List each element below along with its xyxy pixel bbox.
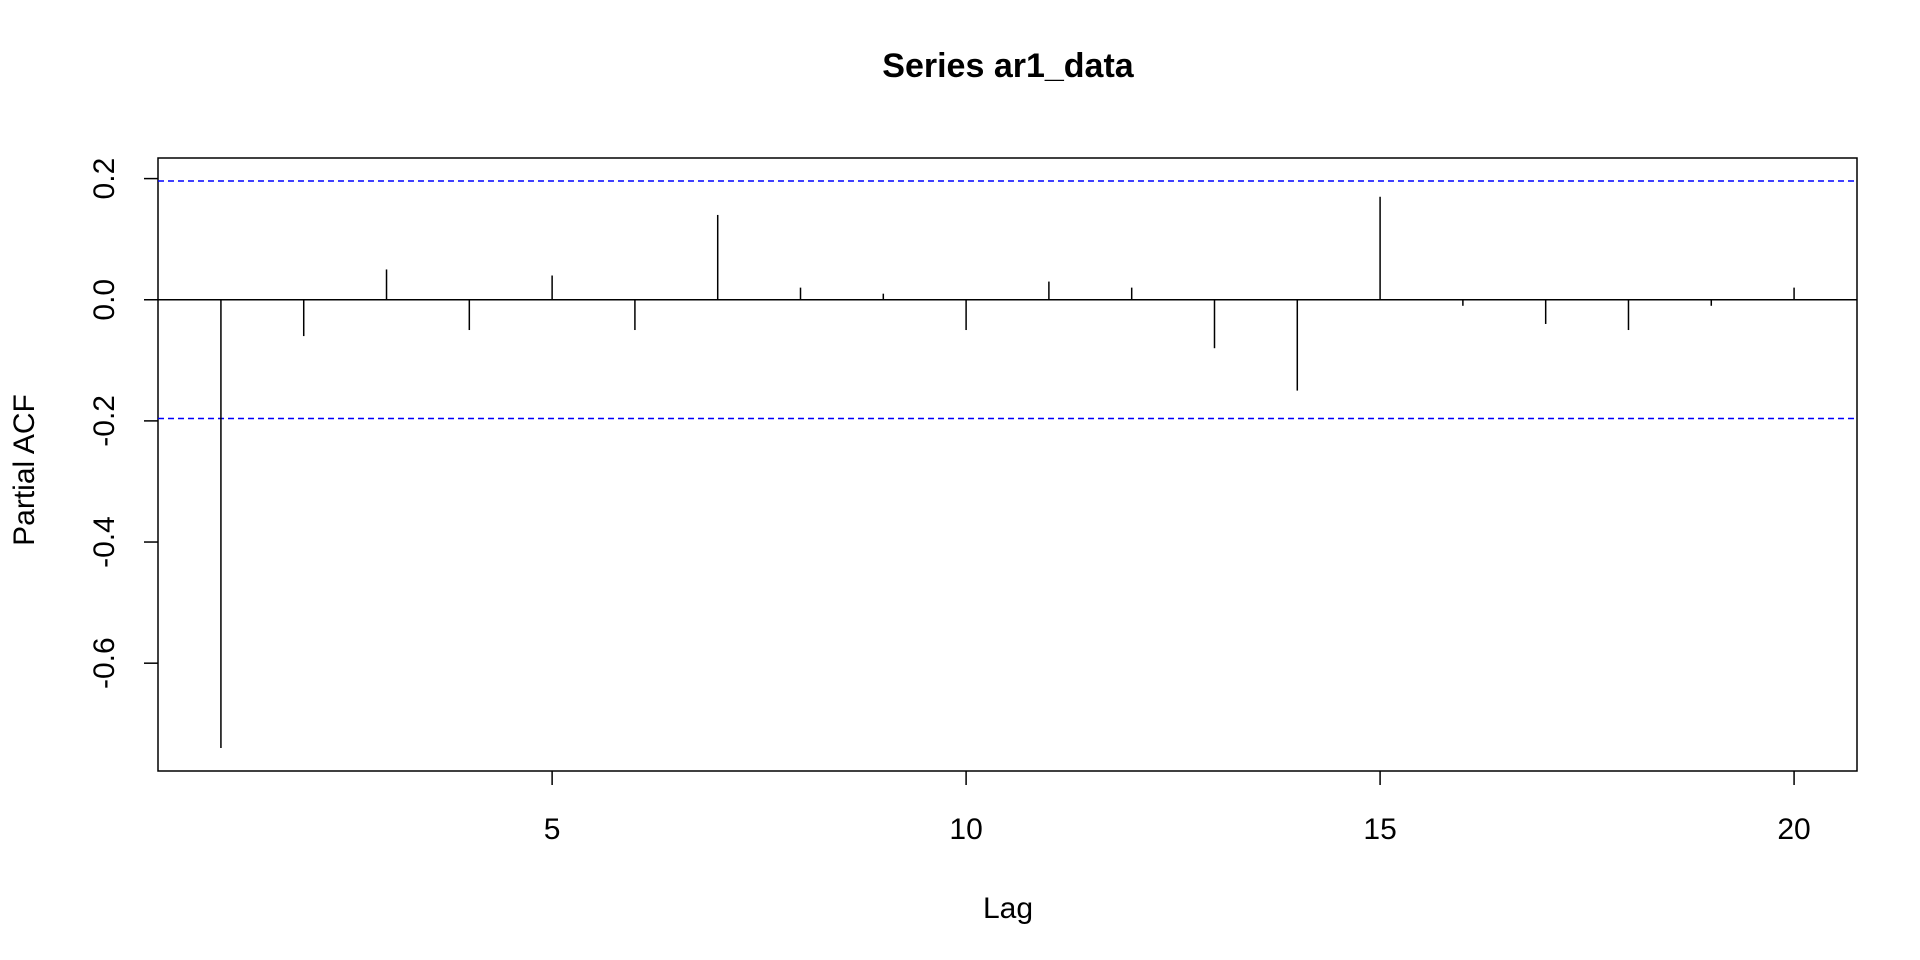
x-tick-label: 20	[1777, 813, 1810, 846]
plot-frame	[157, 157, 1858, 772]
y-tick-label: -0.2	[88, 395, 121, 447]
x-tick-label: 10	[949, 813, 982, 846]
y-tick-label: -0.4	[88, 516, 121, 568]
x-tick-label: 15	[1363, 813, 1396, 846]
chart-title: Series ar1_data	[882, 47, 1134, 85]
y-tick-label: 0.2	[88, 158, 121, 200]
y-axis-label: Partial ACF	[8, 394, 41, 546]
x-tick-label: 5	[544, 813, 561, 846]
y-tick-label: -0.6	[88, 637, 121, 689]
x-axis-label: Lag	[983, 892, 1033, 925]
y-tick-label: 0.0	[88, 279, 121, 321]
